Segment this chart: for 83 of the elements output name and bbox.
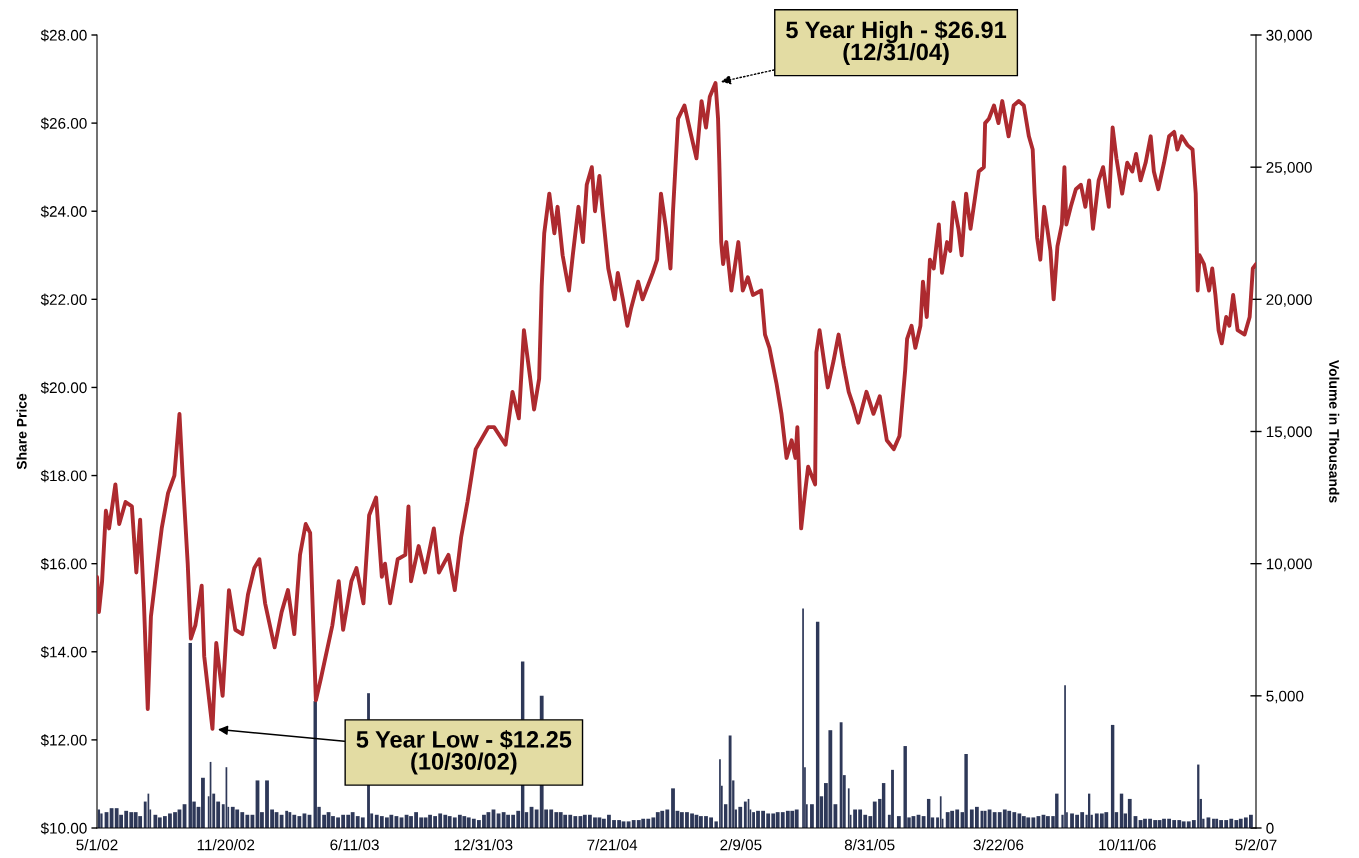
bar — [1219, 820, 1224, 828]
bar — [230, 806, 235, 828]
y-tick-label: $20.00 — [40, 381, 87, 395]
bar — [558, 812, 563, 828]
bar — [896, 816, 901, 828]
annotation: 5 Year High - $26.91 (12/31/04) — [786, 20, 1007, 66]
y-tick-label: $26.00 — [40, 117, 87, 130]
y2-tick-label: 25,000 — [1266, 162, 1312, 175]
bar — [655, 812, 660, 828]
bar — [743, 801, 747, 828]
bar — [133, 812, 138, 828]
bar — [828, 730, 833, 828]
bar — [462, 816, 467, 828]
bar — [810, 804, 814, 828]
bar — [839, 722, 843, 828]
x-tick-label: 3/22/06 — [973, 839, 1024, 851]
annotation: 5 Year Low - $12.25 (10/30/02) — [356, 730, 572, 775]
bar — [279, 814, 284, 828]
bar — [903, 746, 907, 828]
x-tick-label: 5/2/07 — [1235, 839, 1277, 851]
line-series — [97, 81, 1256, 731]
bar — [1127, 798, 1132, 828]
x-tick-label: 11/20/02 — [197, 839, 255, 851]
bar — [785, 810, 790, 828]
y2-tick-label: 20,000 — [1266, 294, 1312, 307]
bar — [389, 814, 394, 828]
y2-tick-label: 0 — [1266, 822, 1274, 834]
x-tick-label: 2/9/05 — [720, 839, 762, 851]
x-tick-label: 6/11/03 — [330, 839, 379, 851]
bar — [1021, 816, 1026, 828]
x-tick-label: 5/1/02 — [76, 839, 118, 851]
bar — [457, 814, 462, 828]
bar — [423, 817, 428, 828]
y-tick-label: $10.00 — [40, 822, 87, 835]
bar — [1212, 818, 1215, 828]
y2-axis-title: Volume in Thousands — [1329, 359, 1340, 503]
bar — [501, 812, 506, 828]
y2-tick-label: 30,000 — [1266, 29, 1312, 43]
y-tick-label: $14.00 — [40, 646, 87, 659]
y-tick-label: $18.00 — [40, 469, 87, 483]
bar — [292, 814, 297, 828]
bar — [360, 817, 365, 828]
bar — [201, 777, 205, 828]
x-tick-label: 7/21/04 — [587, 839, 638, 851]
bar — [974, 806, 979, 828]
bar — [563, 814, 568, 828]
bar — [100, 813, 103, 828]
bar — [636, 820, 641, 828]
bar — [790, 810, 795, 828]
bar — [1055, 793, 1059, 828]
y2-tick-label: 5,000 — [1266, 690, 1304, 704]
y2-tick-label: 10,000 — [1266, 558, 1312, 572]
bar — [641, 818, 646, 828]
bar — [1099, 813, 1104, 828]
bar — [660, 810, 665, 828]
x-tick-label: 10/11/06 — [1099, 839, 1156, 851]
bar — [738, 806, 743, 828]
y-tick-label: $28.00 — [40, 29, 87, 42]
bar — [1026, 817, 1031, 828]
bar — [794, 809, 799, 828]
bar — [288, 812, 292, 828]
bar — [114, 808, 119, 828]
bar — [1215, 818, 1219, 828]
y2-tick-label: 15,000 — [1266, 426, 1312, 439]
bar — [1104, 812, 1109, 828]
bar — [964, 753, 968, 828]
y-axis-title: Share Price — [16, 393, 27, 470]
bar — [1007, 810, 1012, 828]
bar — [671, 788, 675, 828]
y-tick-label: $16.00 — [40, 557, 87, 571]
y-tick-label: $22.00 — [40, 293, 87, 306]
bar — [945, 812, 950, 828]
x-tick-label: 8/31/05 — [844, 839, 895, 851]
bar — [950, 810, 955, 828]
bar — [138, 816, 143, 828]
x-tick-label: 12/31/03 — [454, 839, 513, 851]
y-tick-label: $12.00 — [40, 734, 87, 747]
bar — [235, 809, 240, 828]
bar — [891, 769, 894, 828]
bar — [728, 735, 732, 828]
bar — [153, 814, 158, 828]
y-tick-label: $24.00 — [40, 205, 87, 218]
bar — [1002, 809, 1007, 828]
